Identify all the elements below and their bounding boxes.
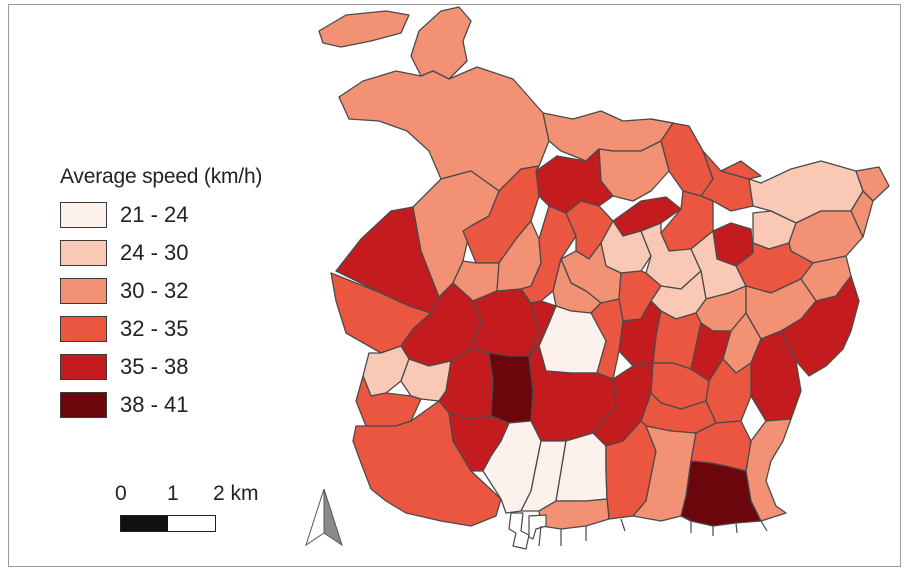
scale-tick-label: 0 xyxy=(115,482,127,505)
legend-item: 38 - 41 xyxy=(60,386,262,424)
legend-label: 38 - 41 xyxy=(120,392,189,417)
district-polygon xyxy=(680,460,762,527)
district-polygon xyxy=(855,166,890,202)
legend-item: 24 - 30 xyxy=(60,234,262,272)
district-polygon xyxy=(355,375,422,427)
district-polygon xyxy=(780,275,860,377)
district-polygon xyxy=(520,205,577,304)
harbour-pier xyxy=(508,512,530,550)
legend-swatch xyxy=(60,278,107,304)
district-polygon xyxy=(362,345,410,397)
legend-item: 21 - 24 xyxy=(60,196,262,234)
legend-label: 30 - 32 xyxy=(120,278,189,303)
legend-item: 30 - 32 xyxy=(60,272,262,310)
legend-label: 32 - 35 xyxy=(120,316,189,341)
scale-bar-segment xyxy=(121,516,168,531)
district-polygon xyxy=(488,352,534,424)
map-frame: Average speed (km/h) 21 - 24 24 - 30 30 - … xyxy=(8,4,901,567)
legend-swatch xyxy=(60,392,107,418)
legend-label: 24 - 30 xyxy=(120,240,189,265)
district-polygon xyxy=(410,6,472,80)
harbour-pier xyxy=(528,514,547,540)
district-polygon xyxy=(632,425,697,522)
scale-tick-label: 1 xyxy=(167,482,179,505)
coastline xyxy=(538,518,768,547)
legend-label: 35 - 38 xyxy=(120,354,189,379)
north-arrow-icon xyxy=(302,487,346,554)
legend-item: 35 - 38 xyxy=(60,348,262,386)
map-legend: Average speed (km/h) 21 - 24 24 - 30 30 - … xyxy=(60,165,262,424)
district-polygon xyxy=(352,400,502,527)
district-polygon xyxy=(720,160,762,180)
legend-swatch xyxy=(60,354,107,380)
scale-bar xyxy=(120,515,216,532)
legend-swatch xyxy=(60,316,107,342)
scale-tick-label: 2 km xyxy=(213,482,259,505)
district-polygon xyxy=(318,10,410,48)
legend-swatch xyxy=(60,202,107,228)
choropleth-map xyxy=(318,6,890,550)
scale-bar-segment xyxy=(168,516,215,531)
district-polygon xyxy=(528,300,557,357)
legend-label: 21 - 24 xyxy=(120,202,189,227)
legend-item: 32 - 35 xyxy=(60,310,262,348)
legend-title: Average speed (km/h) xyxy=(60,165,263,188)
district-polygon xyxy=(535,148,614,214)
legend-swatch xyxy=(60,240,107,266)
district-polygon xyxy=(850,190,874,238)
legend-items: 21 - 24 24 - 30 30 - 32 32 - 35 35 - 38 38 - … xyxy=(60,196,262,424)
district-polygon xyxy=(338,66,550,192)
